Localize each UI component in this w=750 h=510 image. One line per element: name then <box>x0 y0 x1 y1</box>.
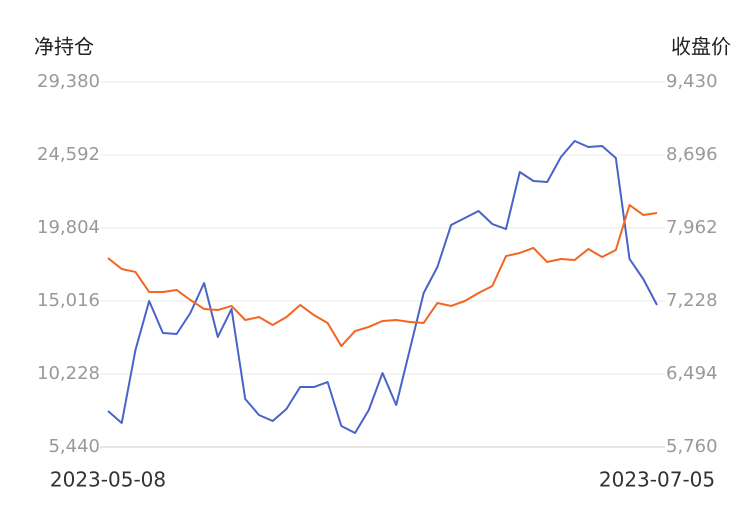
series-line <box>107 140 658 435</box>
y2-tick-label: 6,494 <box>666 363 718 384</box>
x-tick-label: 2023-07-05 <box>599 468 715 492</box>
y-tick-label: 15,016 <box>37 290 100 311</box>
y2-tick-label: 5,760 <box>666 436 718 457</box>
y2-axis-title: 收盘价 <box>671 35 731 59</box>
series-line <box>107 204 658 348</box>
y2-tick-label: 7,228 <box>666 290 718 311</box>
y-tick-label: 19,804 <box>37 217 100 238</box>
x-tick-label: 2023-05-08 <box>50 468 166 492</box>
y-tick-label: 10,228 <box>37 363 100 384</box>
y-tick-label: 29,380 <box>37 71 100 92</box>
y2-tick-label: 9,430 <box>666 71 718 92</box>
y-axis-title: 净持仓 <box>34 35 94 59</box>
y2-tick-label: 7,962 <box>666 217 718 238</box>
y-tick-label: 5,440 <box>48 436 100 457</box>
y-tick-label: 24,592 <box>37 144 100 165</box>
y2-tick-label: 8,696 <box>666 144 718 165</box>
